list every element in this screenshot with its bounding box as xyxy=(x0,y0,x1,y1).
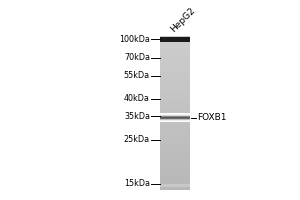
Bar xyxy=(160,118,190,121)
Bar xyxy=(160,110,190,113)
Bar xyxy=(160,121,190,122)
Bar xyxy=(160,54,190,56)
Text: FOXB1: FOXB1 xyxy=(197,113,226,122)
Text: 15kDa: 15kDa xyxy=(124,179,150,188)
Text: HepG2: HepG2 xyxy=(169,6,197,34)
Bar xyxy=(160,67,190,69)
Bar xyxy=(160,43,190,46)
Bar xyxy=(160,56,190,59)
Text: 25kDa: 25kDa xyxy=(124,135,150,144)
Bar xyxy=(160,100,190,103)
Text: 35kDa: 35kDa xyxy=(124,112,150,121)
Bar xyxy=(160,87,190,90)
Bar xyxy=(160,133,190,136)
Bar xyxy=(160,95,190,97)
Bar xyxy=(160,182,190,185)
Bar xyxy=(160,117,190,118)
Text: 40kDa: 40kDa xyxy=(124,94,150,103)
Bar xyxy=(160,138,190,141)
Bar xyxy=(160,36,190,38)
Bar xyxy=(160,90,190,92)
Bar xyxy=(160,37,190,42)
Bar xyxy=(160,149,190,151)
Bar xyxy=(160,131,190,133)
Bar xyxy=(160,123,190,126)
Bar xyxy=(160,144,190,146)
Bar xyxy=(160,74,190,77)
Bar xyxy=(160,97,190,100)
Bar xyxy=(160,121,190,123)
Bar xyxy=(160,126,190,128)
Bar xyxy=(160,38,190,41)
Bar xyxy=(160,69,190,72)
Bar xyxy=(160,114,190,115)
Text: 100kDa: 100kDa xyxy=(119,35,150,44)
Bar xyxy=(160,156,190,159)
Bar xyxy=(160,180,190,182)
Bar xyxy=(160,115,190,116)
Bar xyxy=(160,59,190,62)
Bar xyxy=(160,103,190,105)
Bar xyxy=(160,187,190,190)
Text: 70kDa: 70kDa xyxy=(124,53,150,62)
Bar xyxy=(160,167,190,169)
Bar xyxy=(160,128,190,131)
Bar xyxy=(160,146,190,149)
Bar xyxy=(160,113,190,115)
Bar xyxy=(160,46,190,49)
Bar xyxy=(160,113,190,114)
Bar xyxy=(160,154,190,157)
Bar xyxy=(160,119,190,120)
Bar xyxy=(160,118,190,119)
Bar xyxy=(160,174,190,177)
Bar xyxy=(160,51,190,54)
Bar xyxy=(160,169,190,172)
Bar xyxy=(160,64,190,67)
Bar xyxy=(160,184,190,187)
Bar xyxy=(160,164,190,167)
Bar xyxy=(160,172,190,175)
Text: 55kDa: 55kDa xyxy=(124,71,150,80)
Bar xyxy=(160,49,190,51)
Bar xyxy=(160,77,190,80)
Bar xyxy=(160,141,190,144)
Bar xyxy=(160,116,190,117)
Bar xyxy=(160,151,190,154)
Bar xyxy=(160,177,190,180)
Bar xyxy=(160,136,190,139)
Bar xyxy=(160,85,190,87)
Bar xyxy=(160,105,190,108)
Bar xyxy=(160,108,190,110)
Bar xyxy=(160,115,190,118)
Bar xyxy=(160,120,190,121)
Bar xyxy=(160,79,190,82)
Bar xyxy=(160,82,190,85)
Bar xyxy=(160,162,190,164)
Bar xyxy=(160,92,190,95)
Bar xyxy=(160,117,190,118)
Bar xyxy=(160,41,190,44)
Bar xyxy=(160,185,190,187)
Bar xyxy=(160,159,190,162)
Bar xyxy=(160,72,190,74)
Bar xyxy=(160,121,190,122)
Bar xyxy=(160,61,190,64)
